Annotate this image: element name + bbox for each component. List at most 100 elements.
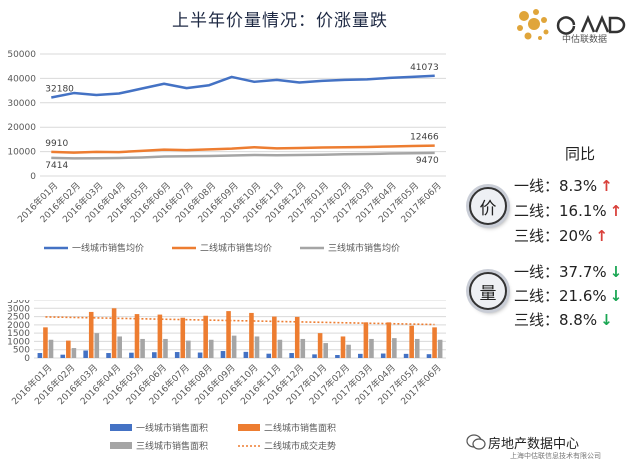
y-tick-label: 2000	[7, 321, 30, 331]
bar	[380, 353, 386, 358]
y-tick-label: 40000	[7, 74, 36, 84]
bar	[37, 353, 43, 358]
bar	[254, 336, 260, 358]
y-tick-label: 10000	[7, 148, 36, 158]
down-arrow-icon: ↓	[600, 311, 613, 329]
bar	[117, 336, 122, 358]
bar	[386, 322, 392, 358]
series-line	[51, 144, 435, 154]
volume-row-tier3: 三线：8.8% ↓	[514, 309, 613, 330]
up-arrow-icon: ↑	[600, 177, 613, 195]
bar	[289, 353, 294, 358]
data-label: 41073	[410, 63, 439, 73]
bar	[272, 316, 277, 358]
price-row-tier3: 三线：20% ↑	[514, 225, 608, 246]
volume-row-tier1: 一线：37.7% ↓	[514, 261, 622, 282]
bar	[186, 340, 191, 358]
price-row-label: 一线：8.3%	[514, 177, 598, 195]
bar	[369, 338, 374, 358]
bar	[363, 322, 369, 358]
up-arrow-icon: ↑	[609, 202, 623, 220]
bar	[163, 338, 168, 358]
bar	[392, 338, 397, 358]
volume-badge: 量	[469, 272, 507, 310]
bar	[152, 352, 157, 358]
legend-swatch	[110, 442, 132, 449]
down-arrow-icon: ↓	[609, 287, 623, 305]
bar	[197, 352, 203, 358]
legend-label: 一线城市销售面积	[136, 422, 208, 434]
bar	[94, 333, 100, 358]
data-label: 32180	[45, 84, 74, 94]
y-tick-label: 3000	[7, 304, 30, 314]
data-label: 7414	[45, 161, 68, 171]
bar	[157, 314, 163, 358]
legend-label: 三线城市销售面积	[136, 440, 208, 452]
bar	[426, 354, 432, 358]
bar	[432, 327, 437, 358]
legend-label: 二线城市销售均价	[200, 242, 272, 254]
volume-row-label: 一线：37.7%	[514, 263, 607, 281]
legend-label: 一线城市销售均价	[72, 242, 144, 254]
bar	[277, 339, 283, 358]
price-row-label: 三线：20%	[514, 227, 593, 245]
bar	[203, 315, 208, 358]
price-row-label: 二线：16.1%	[514, 202, 607, 220]
y-tick-label: 30000	[7, 99, 36, 109]
bar	[226, 311, 231, 358]
bar	[340, 336, 346, 358]
data-label: 9910	[45, 139, 68, 149]
bar	[71, 348, 77, 358]
logo-icon	[517, 9, 626, 40]
bar	[174, 352, 180, 358]
bar	[134, 314, 140, 358]
down-arrow-icon: ↓	[609, 263, 623, 281]
bar	[414, 338, 420, 358]
volume-row-label: 三线：8.8%	[514, 311, 598, 329]
y-tick-label: 1000	[7, 337, 30, 347]
bar	[266, 353, 272, 358]
bar	[140, 338, 145, 358]
watermark-text: 房地产数据中心	[488, 437, 580, 452]
bar	[335, 355, 340, 358]
y-tick-label: 3500	[7, 300, 30, 306]
bar	[129, 352, 134, 358]
price-row-tier1: 一线：8.3% ↑	[514, 175, 613, 196]
bar	[43, 327, 48, 358]
y-tick-label: 0	[24, 354, 30, 364]
data-label: 9470	[416, 156, 439, 166]
y-tick-label: 2500	[7, 313, 30, 323]
series-line	[51, 74, 435, 99]
wechat-icon	[466, 434, 486, 450]
series-line	[51, 151, 435, 160]
y-tick-label: 1500	[7, 329, 30, 339]
bar	[88, 311, 94, 358]
price-line-chart: 010000200003000040000500002016年01月2016年0…	[7, 50, 446, 254]
legend-label: 三线城市销售均价	[328, 242, 400, 254]
bar	[317, 333, 323, 358]
bar	[220, 351, 226, 358]
price-badge: 价	[469, 187, 507, 225]
up-arrow-icon: ↑	[595, 227, 608, 245]
bar	[83, 350, 88, 358]
y-tick-label: 20000	[7, 123, 36, 133]
bar	[312, 354, 317, 358]
bar	[243, 351, 249, 358]
trend-line	[45, 316, 435, 326]
bar	[180, 317, 186, 358]
watermark-subtext: 上海中估联信息技术有限公司	[510, 452, 601, 460]
area-bar-chart: 05001000150020002500300035002016年01月2016…	[7, 300, 446, 452]
bar	[403, 353, 409, 358]
bar	[60, 354, 66, 358]
page-title: 上半年价量情况：价涨量跌	[172, 11, 388, 31]
logo-text: 中估联数据	[562, 35, 608, 45]
legend-label: 二线城市销售面积	[264, 422, 336, 434]
bar	[106, 353, 111, 358]
y-tick-label: 0	[30, 172, 36, 182]
yoy-title: 同比	[565, 145, 596, 163]
bar	[48, 339, 54, 358]
bar	[66, 340, 71, 358]
bar	[437, 339, 443, 358]
bar	[111, 308, 117, 358]
bar	[346, 344, 351, 358]
